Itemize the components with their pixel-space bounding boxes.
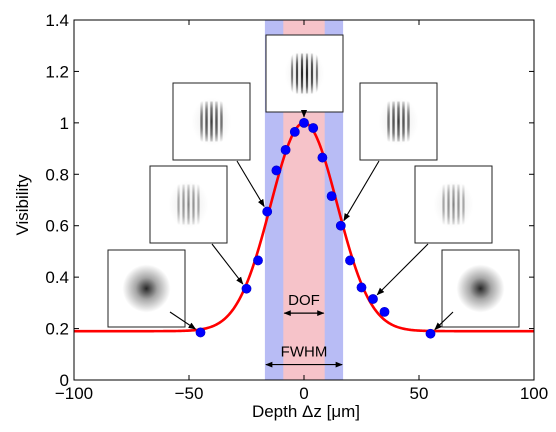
inset-right-2 <box>376 165 493 296</box>
data-point <box>308 123 319 133</box>
data-point <box>262 206 273 217</box>
inset-left-3 <box>172 82 265 208</box>
data-point <box>289 126 300 137</box>
x-tick-label: 0 <box>299 384 308 403</box>
annotation-fwhm: FWHM <box>281 344 328 361</box>
data-point <box>379 306 390 317</box>
inset-frame <box>149 165 228 244</box>
data-point <box>335 220 346 231</box>
x-tick-label: −100 <box>55 384 93 403</box>
fringe-glow <box>168 180 209 229</box>
data-point <box>425 328 436 339</box>
inset-arrow <box>236 160 265 208</box>
inset-arrow <box>343 160 380 222</box>
y-tick-label: 0.6 <box>45 217 69 236</box>
x-tick-label: 50 <box>410 384 429 403</box>
annotation-dof: DOF <box>288 292 320 309</box>
fringe-glow <box>433 180 474 229</box>
data-point <box>280 144 291 155</box>
inset-frame <box>414 165 493 244</box>
y-tick-label: 0.4 <box>45 268 69 287</box>
y-tick-label: 0.8 <box>45 165 69 184</box>
inset-arrow <box>169 311 197 330</box>
y-tick-label: 1.2 <box>45 62 69 81</box>
inset-far-right <box>434 249 520 331</box>
plot-area: DOF FWHM −100 −50 0 50 100 0 0.2 0.4 0.6 0.8 1 1.2 1.4 <box>45 11 548 403</box>
data-point <box>356 282 367 293</box>
y-tick-label: 0.2 <box>45 320 69 339</box>
inset-left-2 <box>149 165 244 285</box>
inset-arrow <box>434 311 454 331</box>
x-tick-label: 100 <box>520 384 548 403</box>
fringe-spot <box>122 264 171 313</box>
fringe-pattern <box>433 180 474 229</box>
fringe-pattern <box>191 97 232 146</box>
fringe-pattern <box>284 49 325 98</box>
data-point <box>326 191 337 202</box>
data-point <box>271 165 282 176</box>
x-axis-title: Depth Δz [μm] <box>252 402 360 421</box>
y-tick-label: 1 <box>60 114 69 133</box>
fringe-glow <box>284 49 325 98</box>
data-point <box>345 255 355 266</box>
x-tick-label: −50 <box>175 384 204 403</box>
inset-arrow <box>376 243 429 296</box>
fringe-pattern <box>168 180 209 229</box>
data-point <box>368 294 378 304</box>
data-point <box>317 152 328 163</box>
x-axis-label: Depth Δz [μm] <box>252 402 360 421</box>
y-axis-title: Visibility <box>13 174 32 236</box>
inset-far-left <box>107 249 197 330</box>
fringe-spot <box>456 264 505 313</box>
fringe-pattern <box>378 97 419 146</box>
y-tick-label: 0 <box>60 371 69 390</box>
inset-arrow <box>211 243 244 285</box>
y-tick-label: 1.4 <box>45 11 69 30</box>
inset-right-3 <box>343 82 438 222</box>
inset-center <box>265 34 344 118</box>
data-point <box>299 117 309 128</box>
inset-frame <box>265 34 344 113</box>
y-axis-label: Visibility <box>13 174 32 236</box>
data-point <box>241 283 252 294</box>
data-point <box>253 255 263 266</box>
data-point <box>195 327 206 338</box>
